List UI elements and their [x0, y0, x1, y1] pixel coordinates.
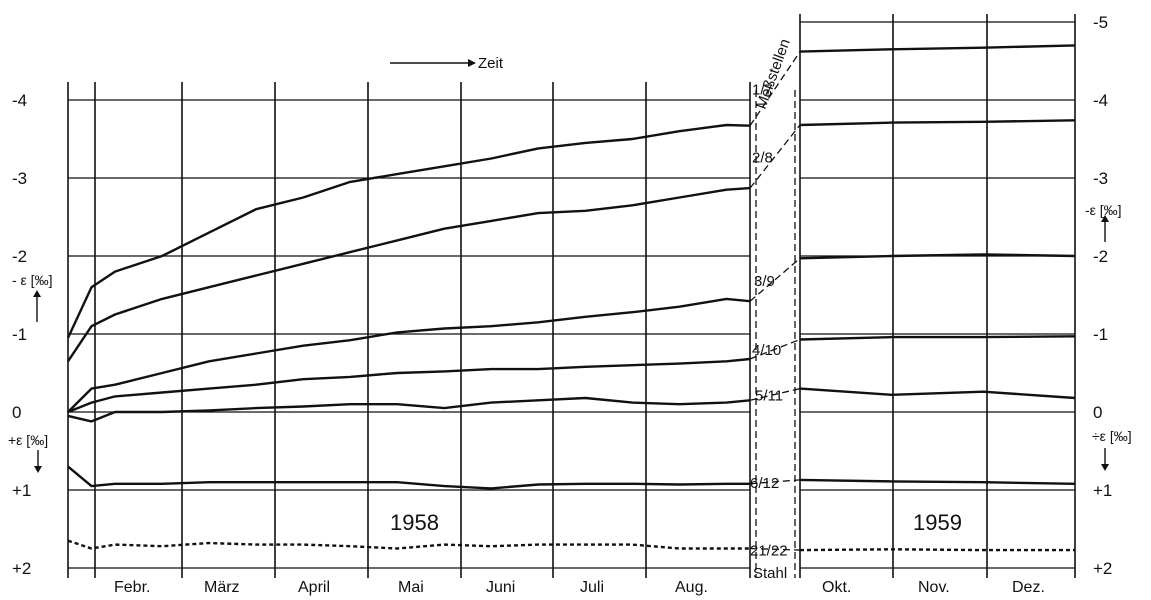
y-tick-right: -2 [1093, 247, 1108, 266]
series-line-1958 [67, 357, 751, 414]
y-axis-label-right-upper: -ε [‰] [1085, 202, 1122, 218]
y-tick-left: +1 [12, 481, 31, 500]
y-tick-left: -1 [12, 325, 27, 344]
series-line-1959 [799, 335, 1076, 341]
series-line-1958 [67, 297, 751, 413]
month-label-1958: April [298, 579, 330, 596]
y-tick-left: +2 [12, 559, 31, 578]
month-label-1958: Aug. [675, 579, 708, 596]
y-axis-arrow-right-upper-head [1101, 215, 1109, 222]
series-line-1959 [799, 44, 1076, 53]
y-tick-left: 0 [12, 403, 21, 422]
series-line-1958 [66, 123, 751, 339]
y-tick-right: -3 [1093, 169, 1108, 188]
series-labels: 1/7 2/8 3/9 4/10 5/11 6/12 21/22 [750, 82, 788, 560]
series-leader [749, 51, 801, 127]
series-leader [749, 547, 801, 551]
y-tick-right: -4 [1093, 91, 1108, 110]
y-axis-label-left-upper: - ε [‰] [12, 272, 52, 288]
series-line-1959 [799, 548, 1075, 552]
series-line-1958 [67, 186, 751, 362]
y-tick-right: 0 [1093, 403, 1102, 422]
series-label: 3/9 [754, 273, 775, 290]
tick-labels: -4 -3 -2 -1 0 +1 +2 -5 -4 -3 -2 -1 0 +1 +2 [12, 13, 1112, 578]
series-line-1958 [67, 396, 751, 423]
month-label-1958: Mai [398, 579, 424, 596]
series-line-1959 [799, 119, 1076, 127]
series-line-1958 [67, 539, 750, 550]
series-leader [749, 338, 801, 360]
series-label: 4/10 [752, 342, 781, 359]
y-axis-label-right-lower: ÷ε [‰] [1092, 428, 1132, 444]
axes [67, 14, 1076, 578]
year-1958: 1958 [390, 510, 439, 535]
month-label-1958: Juli [580, 579, 604, 596]
y-tick-right: +2 [1093, 559, 1112, 578]
month-label-1959: Nov. [918, 579, 950, 596]
month-label-1958: Febr. [114, 579, 150, 596]
y-tick-right: +1 [1093, 481, 1112, 500]
year-1959: 1959 [913, 510, 962, 535]
time-arrow-head [468, 59, 476, 67]
series-lines [66, 44, 1076, 552]
y-axis-label-left-lower: +ε [‰] [8, 432, 48, 448]
measuring-points-label: Meßstellen [753, 37, 794, 112]
month-label-1959: Okt. [822, 579, 851, 596]
y-axis-arrow-right-lower-head [1101, 464, 1109, 471]
series-leader [749, 124, 801, 189]
y-tick-right: -5 [1093, 13, 1108, 32]
series-line-1959 [799, 478, 1076, 485]
y-axis-arrow-left-upper-head [33, 290, 41, 297]
month-label-1958: März [204, 579, 240, 596]
month-labels: Febr. März April Mai Juni Juli Aug. Okt. Nov. Dez… [114, 579, 1045, 596]
month-label-1959: Dez. [1012, 579, 1045, 596]
series-line-1959 [799, 253, 1076, 260]
series-label: 6/12 [750, 475, 779, 492]
y-tick-left: -2 [12, 247, 27, 266]
y-tick-left: -3 [12, 169, 27, 188]
series-label: 5/11 [755, 387, 783, 404]
series-label: 1/7 [752, 82, 773, 99]
time-arrow-label: Zeit [478, 55, 504, 72]
y-tick-right: -1 [1093, 325, 1108, 344]
series-line-1958 [67, 465, 750, 490]
series-label: 2/8 [752, 150, 773, 167]
series-leader [749, 387, 801, 401]
y-tick-left: -4 [12, 91, 27, 110]
series-leader [749, 479, 801, 485]
series-line-1959 [799, 387, 1076, 400]
month-label-1958: Juni [486, 579, 515, 596]
series-label: 21/22 [750, 542, 788, 559]
grid [68, 21, 1075, 569]
y-axis-arrow-left-lower-head [34, 466, 42, 473]
steel-label: Stahl [753, 565, 787, 582]
